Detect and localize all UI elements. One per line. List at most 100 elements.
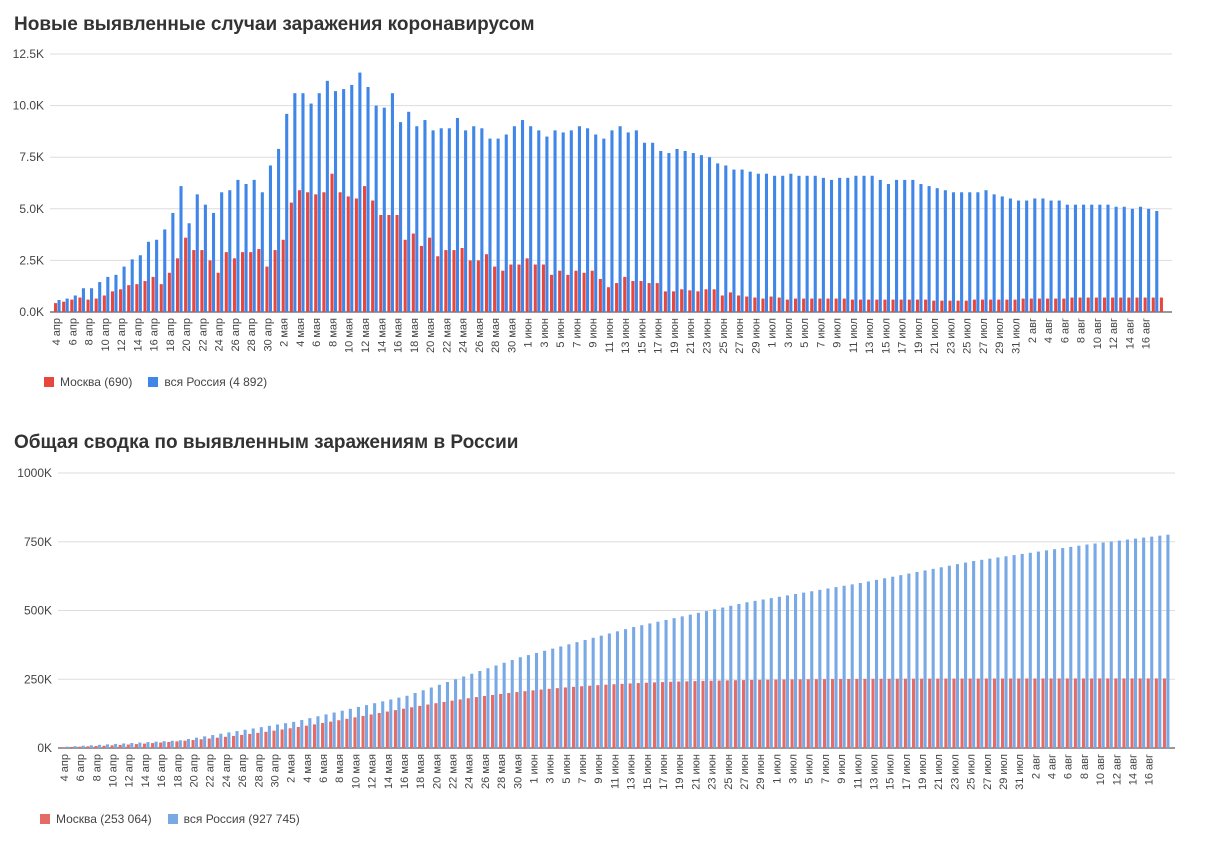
bar-moscow	[855, 678, 859, 748]
bar-russia	[764, 173, 769, 312]
bar-moscow	[86, 746, 90, 748]
bar-moscow	[418, 705, 422, 748]
x-tick-label: 25 июл	[962, 318, 974, 354]
x-tick-label: 6 авг	[1059, 318, 1071, 343]
bar-moscow	[312, 724, 317, 748]
x-tick-label: 30 апр	[269, 754, 281, 787]
bar-russia	[656, 621, 660, 748]
bar-russia	[171, 212, 175, 312]
bar-moscow	[208, 260, 212, 312]
x-tick-label: 16 авг	[1141, 318, 1153, 349]
bar-moscow	[371, 200, 375, 312]
bar-russia	[642, 142, 647, 312]
bar-moscow	[859, 299, 863, 312]
bar-russia	[753, 600, 757, 749]
total-cases-plot: 0K 250K 500K 750K 1000K 4 апр 6 апр 8 апр 10 апр…	[17, 466, 1175, 790]
bar-russia	[878, 179, 882, 312]
bar-moscow	[596, 685, 600, 748]
bar-russia	[737, 604, 741, 748]
bar-moscow	[879, 678, 883, 748]
bar-moscow	[151, 743, 155, 748]
bar-moscow	[143, 281, 147, 312]
bar-moscow	[525, 258, 529, 312]
bar-moscow	[434, 703, 438, 748]
bar-russia	[802, 592, 806, 748]
bar-moscow	[580, 686, 584, 748]
bar-moscow	[761, 298, 765, 312]
x-tick-label: 4 мая	[295, 318, 307, 347]
bar-moscow	[395, 214, 399, 312]
x-tick-label: 10 мая	[350, 754, 362, 789]
bar-russia	[1101, 542, 1105, 748]
x-tick-label: 17 июн	[653, 318, 665, 354]
bar-russia	[672, 618, 676, 748]
bar-russia	[773, 175, 777, 312]
bar-moscow	[590, 270, 594, 312]
bar-russia	[821, 177, 825, 312]
bar-russia	[260, 192, 264, 312]
bar-russia	[943, 190, 947, 312]
bar-moscow	[442, 701, 446, 748]
y-tick-label: 12.5K	[13, 47, 44, 61]
bar-russia	[903, 179, 907, 312]
x-tick-label: 3 июн	[539, 318, 551, 348]
bar-moscow	[867, 299, 871, 312]
bar-moscow	[401, 708, 406, 748]
bar-russia	[781, 175, 785, 312]
bar-moscow	[426, 704, 430, 748]
x-tick-label: 23 июл	[949, 754, 961, 790]
x-tick-label: 29 июн	[750, 318, 762, 354]
bar-russia	[203, 736, 207, 748]
bar-moscow	[932, 300, 936, 312]
x-tick-label: 22 апр	[197, 318, 209, 351]
bar-russia	[356, 706, 360, 748]
bar-moscow	[410, 707, 414, 748]
bar-moscow	[661, 682, 665, 748]
bar-moscow	[322, 192, 326, 312]
bar-moscow	[628, 683, 632, 748]
bar-russia	[667, 153, 671, 312]
bar-moscow	[240, 734, 244, 748]
bar-moscow	[899, 299, 903, 312]
x-tick-label: 19 июн	[674, 754, 686, 790]
x-tick-label: 22 мая	[441, 318, 453, 353]
bar-russia	[1090, 204, 1094, 312]
bar-russia	[602, 138, 606, 312]
bar-moscow	[1078, 297, 1082, 312]
bar-russia	[300, 720, 304, 748]
bar-moscow	[639, 281, 643, 312]
bar-moscow	[499, 693, 503, 748]
bar-russia	[486, 668, 490, 748]
bar-russia	[640, 625, 644, 748]
bar-russia	[664, 619, 668, 748]
bar-russia	[899, 575, 903, 748]
bar-russia	[923, 570, 927, 748]
bar-moscow	[547, 688, 551, 748]
bar-moscow	[758, 679, 762, 748]
bar-russia	[373, 703, 377, 748]
bar-russia	[81, 745, 85, 748]
bar-russia	[154, 741, 158, 748]
bar-russia	[624, 629, 628, 748]
bar-russia	[211, 212, 216, 312]
bar-moscow	[272, 730, 276, 748]
bar-russia	[324, 714, 328, 748]
bar-russia	[122, 743, 126, 748]
bar-russia	[1065, 204, 1069, 312]
bar-russia	[243, 729, 247, 748]
bar-moscow	[1143, 297, 1147, 312]
bar-moscow	[688, 290, 692, 312]
bar-russia	[382, 107, 386, 312]
bar-moscow	[533, 264, 537, 312]
bar-moscow	[361, 715, 365, 748]
x-tick-label: 12 авг	[1111, 754, 1123, 785]
bar-russia	[348, 708, 352, 748]
chart-total-cases: Общая сводка по выявленным заражениям в …	[0, 420, 1212, 856]
bar-russia	[594, 134, 598, 312]
bar-russia	[834, 587, 838, 749]
legend-label-russia: вся Россия (927 745)	[183, 812, 300, 826]
bar-russia	[927, 186, 931, 312]
bar-moscow	[257, 249, 261, 312]
bar-russia	[472, 126, 476, 313]
bar-russia	[1049, 200, 1053, 312]
